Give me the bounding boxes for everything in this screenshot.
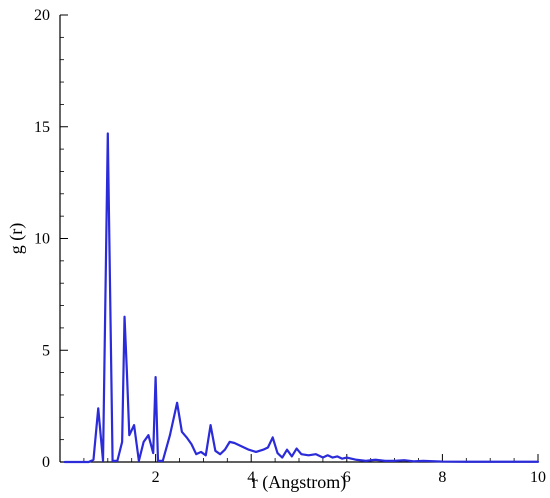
- x-tick-label: 2: [152, 469, 160, 486]
- y-tick-label: 5: [42, 342, 50, 359]
- y-tick-label: 20: [34, 7, 50, 24]
- x-tick-label: 8: [438, 469, 446, 486]
- x-tick-label: 4: [247, 469, 255, 486]
- series-line-0: [63, 132, 540, 464]
- plot-layer: [63, 132, 540, 464]
- y-axis-label: g (r): [6, 223, 27, 254]
- x-axis-label: r (Angstrom): [252, 472, 346, 493]
- y-tick-label: 15: [34, 119, 50, 136]
- axes-layer: 2 4 6 8 10 0 5 10 15 20: [34, 7, 546, 486]
- x-tick-label: 10: [530, 469, 546, 486]
- y-tick-label: 10: [34, 231, 50, 248]
- x-tick-label: 6: [343, 469, 351, 486]
- y-tick-label: 0: [42, 454, 50, 471]
